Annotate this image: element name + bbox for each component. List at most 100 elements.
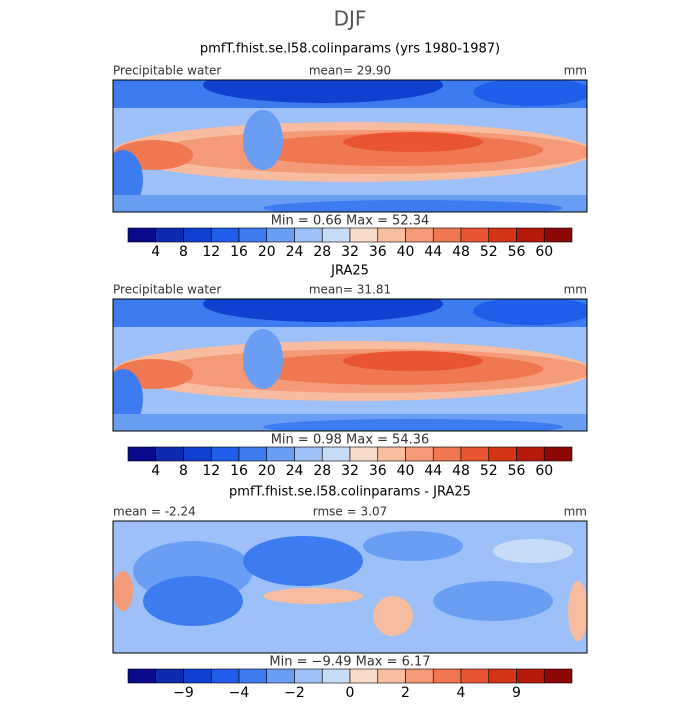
colorbar-box — [349, 446, 379, 462]
colorbar-label: 16 — [230, 244, 248, 260]
colorbar-label: 52 — [480, 463, 498, 479]
figure-title: DJF — [334, 7, 367, 31]
colorbar-box — [210, 668, 240, 684]
colorbar-label: 24 — [286, 463, 304, 479]
colorbar-box — [543, 668, 573, 684]
colorbar-box — [516, 668, 545, 684]
colorbar-label: 60 — [535, 244, 553, 260]
colorbar-box — [238, 227, 268, 243]
colorbar-label: 48 — [452, 463, 470, 479]
colorbar-box — [127, 668, 157, 684]
colorbar-box — [432, 227, 462, 243]
colorbar-box — [488, 446, 517, 462]
colorbar-label: 12 — [202, 463, 220, 479]
colorbar-box — [460, 446, 490, 462]
colorbar-box — [266, 227, 295, 243]
colorbar-box — [210, 446, 240, 462]
colorbar-label: −9 — [173, 685, 194, 700]
colorbar-box — [294, 227, 323, 243]
min-max: Min = −9.49 Max = 6.17 — [269, 655, 430, 670]
colorbar-box — [488, 227, 517, 243]
colorbar-box — [405, 668, 434, 684]
map-frame — [112, 79, 588, 213]
colorbar-box — [349, 227, 379, 243]
colorbar-box — [238, 446, 268, 462]
colorbar-box — [238, 668, 268, 684]
colorbar-box — [460, 668, 490, 684]
colorbar-box — [266, 668, 295, 684]
colorbar-label: −2 — [284, 685, 305, 700]
colorbar-box — [432, 668, 462, 684]
colorbar-box — [183, 227, 212, 243]
center-label: rmse = 3.07 — [313, 505, 387, 519]
colorbar-label: 28 — [313, 244, 331, 260]
colorbar-label: 44 — [424, 244, 442, 260]
colorbar-label: 32 — [341, 244, 359, 260]
units-label: mm — [564, 283, 587, 297]
panel-title: JRA25 — [330, 264, 369, 279]
units-label: mm — [564, 64, 587, 78]
panel-title: pmfT.fhist.se.l58.colinparams (yrs 1980-… — [200, 42, 500, 57]
colorbar-label: 36 — [369, 463, 387, 479]
colorbar-label: 24 — [286, 244, 304, 260]
colorbar-box — [183, 668, 212, 684]
colorbar-label: 56 — [508, 463, 526, 479]
map-frame — [112, 298, 588, 432]
colorbar-box — [294, 446, 323, 462]
colorbar-label: 2 — [401, 685, 410, 700]
colorbar-box — [460, 227, 490, 243]
colorbar-box — [405, 227, 434, 243]
colorbar-box — [127, 227, 157, 243]
colorbar-label: 8 — [179, 463, 188, 479]
colorbar-box — [183, 446, 212, 462]
colorbar-label: 48 — [452, 244, 470, 260]
colorbar-box — [294, 668, 323, 684]
colorbar-label: 40 — [397, 463, 415, 479]
colorbar-box — [127, 446, 157, 462]
colorbar-box — [543, 227, 573, 243]
colorbar-label: 0 — [346, 685, 355, 700]
colorbar-label: 28 — [313, 463, 331, 479]
colorbar-label: 4 — [151, 244, 160, 260]
colorbar-label: 9 — [512, 685, 521, 700]
colorbar-label: 12 — [202, 244, 220, 260]
left-label: Precipitable water — [113, 64, 221, 78]
colorbar-label: 44 — [424, 463, 442, 479]
colorbar-label: 36 — [369, 244, 387, 260]
colorbar-box — [432, 446, 462, 462]
colorbar-box — [516, 446, 545, 462]
colorbar-box — [321, 446, 351, 462]
colorbar-box — [377, 446, 406, 462]
colorbar-box — [210, 227, 240, 243]
colorbar-label: 4 — [457, 685, 466, 700]
colorbar-label: 52 — [480, 244, 498, 260]
colorbar-label: 40 — [397, 244, 415, 260]
center-label: mean= 31.81 — [309, 283, 391, 297]
colorbar-box — [266, 446, 295, 462]
colorbar-box — [349, 668, 379, 684]
min-max: Min = 0.98 Max = 54.36 — [271, 433, 430, 448]
map-field — [113, 299, 587, 431]
colorbar-label: 4 — [151, 463, 160, 479]
map-field — [113, 521, 587, 653]
colorbar-box — [543, 446, 573, 462]
colorbar-box — [377, 668, 406, 684]
colorbar-box — [516, 227, 545, 243]
colorbar-label: 32 — [341, 463, 359, 479]
colorbar-box — [321, 227, 351, 243]
colorbar-box — [405, 446, 434, 462]
colorbar-box — [155, 227, 184, 243]
colorbar-label: 8 — [179, 244, 188, 260]
center-label: mean= 29.90 — [309, 64, 391, 78]
colorbar-label: 20 — [258, 244, 276, 260]
colorbar-label: 16 — [230, 463, 248, 479]
units-label: mm — [564, 505, 587, 519]
colorbar-box — [488, 668, 517, 684]
colorbar-box — [321, 668, 351, 684]
colorbar-box — [377, 227, 406, 243]
panel-title: pmfT.fhist.se.l58.colinparams - JRA25 — [229, 485, 471, 500]
colorbar-label: −4 — [229, 685, 250, 700]
colorbar-box — [155, 668, 184, 684]
left-label: mean = -2.24 — [113, 505, 196, 519]
